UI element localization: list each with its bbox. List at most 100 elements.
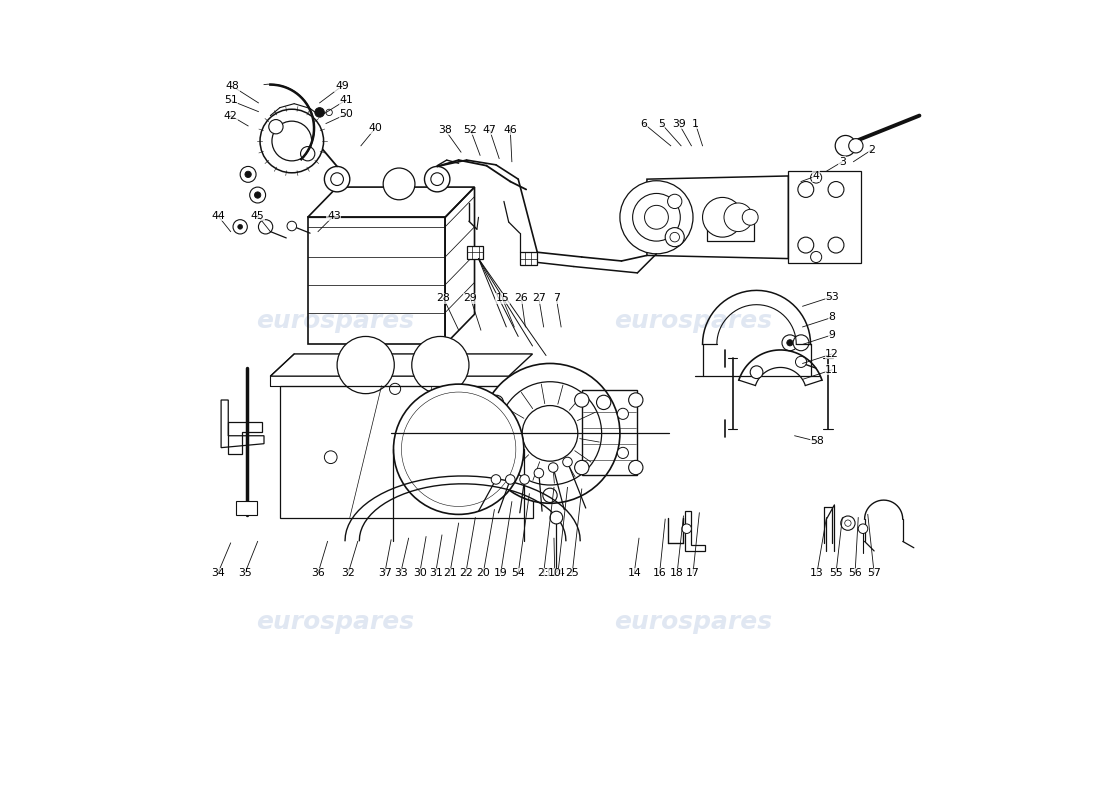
Circle shape — [632, 194, 680, 241]
Text: 40: 40 — [368, 123, 382, 134]
Text: 17: 17 — [686, 568, 700, 578]
Text: 13: 13 — [810, 568, 824, 578]
Text: 57: 57 — [867, 568, 881, 578]
Text: 34: 34 — [211, 568, 224, 578]
Text: 25: 25 — [565, 568, 579, 578]
Circle shape — [324, 451, 337, 463]
Text: 19: 19 — [494, 568, 507, 578]
Text: 18: 18 — [670, 568, 684, 578]
Text: 1: 1 — [692, 118, 698, 129]
Circle shape — [402, 392, 516, 506]
Text: 42: 42 — [223, 110, 238, 121]
Circle shape — [620, 181, 693, 254]
Text: eurospares: eurospares — [256, 309, 415, 333]
Circle shape — [337, 337, 394, 394]
Circle shape — [420, 411, 497, 487]
Text: 9: 9 — [828, 330, 836, 340]
Text: 54: 54 — [512, 568, 525, 578]
Circle shape — [617, 408, 628, 419]
Circle shape — [750, 366, 763, 378]
Text: 20: 20 — [476, 568, 491, 578]
Circle shape — [574, 393, 589, 407]
Circle shape — [520, 474, 529, 484]
Text: 30: 30 — [412, 568, 427, 578]
Text: 27: 27 — [532, 294, 546, 303]
Circle shape — [786, 340, 793, 346]
Bar — [236, 501, 257, 515]
Text: 12: 12 — [825, 349, 839, 359]
Circle shape — [795, 356, 806, 367]
Circle shape — [811, 172, 822, 183]
Text: 22: 22 — [459, 568, 473, 578]
Circle shape — [596, 395, 611, 410]
Circle shape — [498, 382, 602, 485]
Text: 43: 43 — [327, 210, 341, 221]
Circle shape — [492, 474, 500, 484]
Text: 29: 29 — [464, 294, 477, 303]
Circle shape — [542, 488, 557, 502]
Text: 53: 53 — [825, 292, 839, 302]
Circle shape — [828, 182, 844, 198]
Circle shape — [394, 384, 524, 514]
Circle shape — [798, 237, 814, 253]
Text: 33: 33 — [394, 568, 407, 578]
Circle shape — [668, 194, 682, 209]
Text: 26: 26 — [515, 294, 528, 303]
Text: 7: 7 — [553, 294, 560, 303]
Circle shape — [250, 187, 265, 203]
Circle shape — [574, 460, 589, 474]
Circle shape — [742, 210, 758, 226]
Circle shape — [645, 206, 669, 229]
Circle shape — [522, 406, 578, 461]
Text: 8: 8 — [828, 312, 836, 322]
Bar — [706, 211, 755, 241]
Circle shape — [434, 426, 483, 473]
Circle shape — [389, 383, 400, 394]
Text: 41: 41 — [340, 94, 353, 105]
Circle shape — [431, 173, 443, 186]
Circle shape — [425, 166, 450, 192]
Circle shape — [835, 135, 856, 156]
Text: 31: 31 — [429, 568, 442, 578]
Text: 28: 28 — [437, 294, 450, 303]
Circle shape — [240, 166, 256, 182]
Circle shape — [268, 119, 283, 134]
Circle shape — [840, 516, 855, 530]
Circle shape — [233, 220, 248, 234]
Text: eurospares: eurospares — [256, 610, 415, 634]
Text: 52: 52 — [464, 125, 477, 135]
Circle shape — [849, 138, 864, 153]
Text: 51: 51 — [223, 95, 238, 106]
Circle shape — [272, 121, 311, 161]
Circle shape — [703, 198, 742, 237]
Circle shape — [793, 335, 808, 350]
Circle shape — [666, 228, 684, 246]
Bar — [520, 252, 537, 265]
Circle shape — [811, 251, 822, 262]
Text: 16: 16 — [652, 568, 667, 578]
Text: 11: 11 — [825, 365, 839, 375]
Circle shape — [287, 222, 297, 230]
Circle shape — [315, 108, 324, 117]
Text: 47: 47 — [483, 125, 496, 135]
Text: 15: 15 — [495, 294, 509, 303]
Circle shape — [828, 237, 844, 253]
Circle shape — [447, 438, 471, 461]
Text: eurospares: eurospares — [614, 309, 772, 333]
Circle shape — [490, 395, 504, 410]
Circle shape — [617, 447, 628, 458]
Text: 6: 6 — [640, 118, 647, 129]
Text: 21: 21 — [443, 568, 456, 578]
Circle shape — [549, 462, 558, 472]
Circle shape — [415, 405, 503, 494]
Text: 4: 4 — [813, 171, 820, 181]
Circle shape — [260, 110, 323, 173]
Bar — [468, 246, 483, 258]
Text: 56: 56 — [848, 568, 862, 578]
Circle shape — [682, 524, 692, 534]
Circle shape — [724, 203, 752, 231]
Circle shape — [563, 457, 572, 466]
Text: 46: 46 — [504, 125, 517, 135]
Circle shape — [258, 220, 273, 234]
Circle shape — [245, 171, 251, 178]
